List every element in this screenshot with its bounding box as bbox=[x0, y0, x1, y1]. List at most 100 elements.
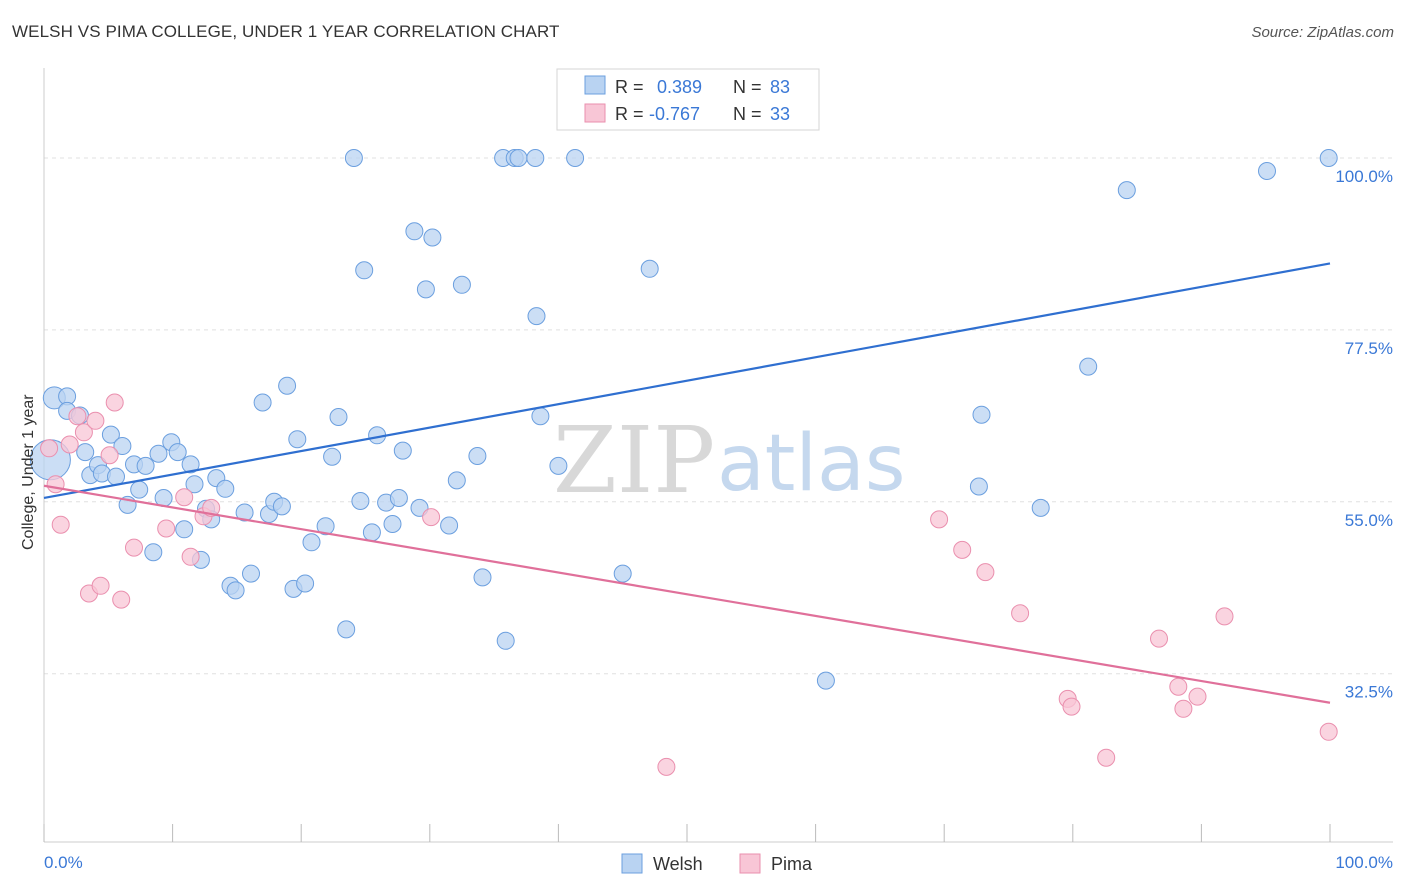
pima-point bbox=[91, 576, 110, 595]
watermark-zip: ZIP bbox=[553, 407, 715, 514]
pima-r-label: R = bbox=[615, 104, 644, 124]
welsh-point bbox=[216, 479, 235, 498]
welsh-point bbox=[383, 515, 402, 533]
pima-point bbox=[125, 538, 143, 557]
y-tick-label: 77.5% bbox=[1345, 339, 1393, 358]
pima-stat-swatch bbox=[584, 103, 606, 123]
legend-welsh-swatch bbox=[621, 853, 643, 874]
welsh-point bbox=[1031, 498, 1050, 517]
welsh-point bbox=[447, 471, 466, 490]
pima-point bbox=[1062, 697, 1081, 716]
welsh-point bbox=[531, 407, 550, 426]
welsh-point bbox=[253, 393, 272, 412]
welsh-point bbox=[107, 467, 125, 486]
welsh-point bbox=[226, 581, 245, 600]
welsh-point bbox=[175, 520, 194, 539]
welsh-r-label: R = bbox=[615, 77, 644, 97]
welsh-point bbox=[389, 489, 408, 507]
pima-point bbox=[1215, 607, 1234, 626]
welsh-point bbox=[242, 564, 260, 583]
welsh-point bbox=[969, 477, 988, 496]
welsh-point bbox=[101, 425, 120, 444]
welsh-point bbox=[423, 228, 442, 247]
y-tick-label: 100.0% bbox=[1335, 167, 1393, 186]
gridlines bbox=[44, 157, 1393, 675]
welsh-point bbox=[549, 456, 568, 475]
welsh-point bbox=[566, 149, 585, 167]
welsh-point bbox=[362, 523, 381, 542]
welsh-point bbox=[181, 455, 200, 474]
pima-point bbox=[1150, 629, 1168, 648]
welsh-point bbox=[329, 408, 348, 426]
welsh-point bbox=[405, 222, 424, 241]
welsh-point bbox=[144, 543, 163, 562]
welsh-stat-swatch bbox=[584, 75, 606, 95]
welsh-point bbox=[640, 259, 659, 278]
welsh-point bbox=[355, 261, 374, 280]
welsh-point bbox=[972, 405, 991, 424]
pima-point bbox=[105, 393, 124, 412]
welsh-point bbox=[76, 443, 95, 462]
welsh-point bbox=[168, 443, 187, 462]
welsh-point bbox=[337, 620, 356, 639]
welsh-point bbox=[272, 497, 291, 516]
pima-point bbox=[112, 590, 131, 609]
welsh-point bbox=[1079, 357, 1098, 376]
pima-point bbox=[51, 515, 70, 534]
legend-pima-label: Pima bbox=[771, 854, 813, 874]
pima-point bbox=[1188, 687, 1207, 706]
pima-point bbox=[976, 563, 995, 582]
welsh-point bbox=[302, 533, 321, 552]
series-legend: Welsh Pima bbox=[621, 853, 813, 874]
welsh-point bbox=[1319, 149, 1338, 167]
watermark-atlas: atlas bbox=[717, 419, 906, 509]
pima-n-value: 33 bbox=[770, 104, 790, 124]
welsh-point bbox=[393, 441, 412, 460]
pima-point bbox=[1169, 677, 1188, 696]
welsh-point bbox=[496, 631, 515, 650]
pima-point bbox=[46, 475, 65, 494]
pima-point bbox=[86, 411, 105, 430]
welsh-point bbox=[344, 149, 363, 167]
pima-regression-line bbox=[43, 484, 1331, 704]
welsh-point bbox=[296, 574, 315, 593]
pima-point bbox=[40, 439, 59, 458]
pima-point bbox=[422, 508, 441, 527]
welsh-point bbox=[130, 480, 149, 499]
welsh-point bbox=[509, 149, 528, 167]
welsh-point bbox=[440, 516, 459, 535]
pima-n-label: N = bbox=[733, 104, 762, 124]
pima-point bbox=[60, 435, 79, 454]
pima-r-value: -0.767 bbox=[649, 104, 700, 124]
y-tick-label: 55.0% bbox=[1345, 511, 1393, 530]
chart-title: WELSH VS PIMA COLLEGE, UNDER 1 YEAR CORR… bbox=[12, 22, 560, 41]
pima-point bbox=[157, 519, 176, 538]
welsh-point bbox=[235, 503, 254, 522]
welsh-point bbox=[473, 568, 492, 587]
pima-point bbox=[68, 407, 87, 426]
welsh-point bbox=[416, 280, 435, 299]
welsh-point bbox=[149, 444, 168, 463]
legend-pima-swatch bbox=[739, 853, 761, 874]
pima-point bbox=[100, 446, 119, 465]
welsh-point bbox=[468, 447, 487, 465]
pima-point bbox=[175, 488, 194, 507]
welsh-point bbox=[452, 275, 471, 294]
scatter-points bbox=[29, 149, 1338, 776]
welsh-point bbox=[613, 564, 632, 583]
welsh-point bbox=[526, 149, 545, 167]
regression-lines bbox=[43, 262, 1331, 704]
welsh-point bbox=[288, 430, 307, 449]
source-label: Source: ZipAtlas.com bbox=[1251, 24, 1394, 41]
welsh-point bbox=[1258, 162, 1276, 180]
pima-point bbox=[930, 510, 949, 529]
welsh-point bbox=[278, 376, 297, 395]
y-tick-labels: 32.5% 55.0% 77.5% 100.0% bbox=[1335, 167, 1393, 702]
stats-legend-box: R = 0.389 N = 83 R = -0.767 N = 33 bbox=[556, 68, 820, 131]
watermark: ZIP atlas bbox=[553, 407, 906, 514]
welsh-n-value: 83 bbox=[770, 77, 790, 97]
pima-point bbox=[1097, 748, 1116, 767]
welsh-point bbox=[816, 671, 835, 690]
legend-welsh-label: Welsh bbox=[653, 854, 703, 874]
